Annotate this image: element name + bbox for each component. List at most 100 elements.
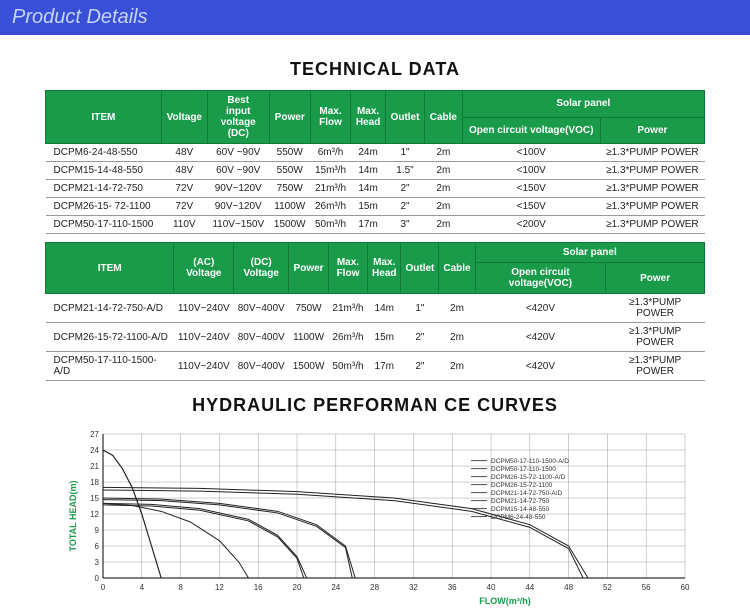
table-cell: ≥1.3*PUMP POWER — [606, 294, 705, 323]
table-cell: 1" — [385, 144, 424, 162]
svg-text:16: 16 — [254, 583, 263, 592]
col-header: Max.Head — [351, 91, 386, 144]
col-header: Outlet — [401, 243, 439, 294]
table-cell: <100V — [462, 144, 600, 162]
table-row: DCPM21-14-72-750-A/D110V~240V80V~400V750… — [46, 294, 705, 323]
table-cell: DCPM50-17-110-1500 — [46, 216, 162, 234]
table-cell: 1100W — [269, 198, 310, 216]
table-cell: 72V — [161, 198, 207, 216]
table-cell: 48V — [161, 144, 207, 162]
svg-text:0: 0 — [95, 574, 100, 583]
table-cell: 2" — [385, 198, 424, 216]
table-cell: <200V — [462, 216, 600, 234]
table-row: DCPM26-15-72-1100-A/D110V~240V80V~400V11… — [46, 323, 705, 352]
table-cell: 60V ~90V — [207, 144, 269, 162]
table-cell: 24m — [351, 144, 386, 162]
table-cell: 80V~400V — [234, 352, 289, 381]
col-header: Power — [289, 243, 329, 294]
svg-text:12: 12 — [215, 583, 224, 592]
svg-text:DCPM21-14-72-750: DCPM21-14-72-750 — [491, 498, 550, 505]
col-header: Open circuit voltage(VOC) — [462, 117, 600, 144]
table-cell: 26m³/h — [310, 198, 351, 216]
col-header: Power — [600, 117, 704, 144]
header-bar: Product Details — [0, 0, 750, 35]
table-cell: 110V~240V — [174, 294, 234, 323]
table-cell: 110V~240V — [174, 323, 234, 352]
svg-text:48: 48 — [564, 583, 573, 592]
svg-text:40: 40 — [487, 583, 496, 592]
col-header: Power — [606, 263, 705, 294]
table-cell: 60V ~90V — [207, 162, 269, 180]
table-cell: <150V — [462, 198, 600, 216]
svg-text:21: 21 — [90, 462, 99, 471]
table-cell: 110V~150V — [207, 216, 269, 234]
col-header: ITEM — [46, 243, 174, 294]
technical-table-1: ITEMVoltageBestinputvoltage(DC)PowerMax.… — [45, 90, 705, 234]
table-row: DCPM50-17-110-1500110V110V~150V1500W50m³… — [46, 216, 705, 234]
svg-text:DCPM6-24-48-550: DCPM6-24-48-550 — [491, 514, 546, 521]
chart-xlabel: FLOW(m³/h) — [45, 596, 705, 606]
table-cell: 2" — [385, 180, 424, 198]
table-cell: DCPM15-14-48-550 — [46, 162, 162, 180]
table-row: DCPM26-15- 72-110072V90V~120V1100W26m³/h… — [46, 198, 705, 216]
svg-text:DCPM15-14-48-550: DCPM15-14-48-550 — [491, 506, 550, 513]
table-cell: 15m³/h — [310, 162, 351, 180]
table-cell: 14m — [351, 162, 386, 180]
table-cell: 750W — [289, 294, 329, 323]
performance-chart: 0369121518212427048121620242832364044485… — [55, 426, 695, 596]
table-cell: 3" — [385, 216, 424, 234]
svg-text:DCPM26-15-72-1100-A/D: DCPM26-15-72-1100-A/D — [491, 474, 566, 481]
col-header-solar: Solar panel — [475, 243, 704, 263]
col-header: Outlet — [385, 91, 424, 144]
table-cell: 90V~120V — [207, 198, 269, 216]
table-cell: 1100W — [289, 323, 329, 352]
svg-text:56: 56 — [642, 583, 651, 592]
table-cell: 15m — [351, 198, 386, 216]
table-cell: 2" — [401, 352, 439, 381]
chart-ylabel: TOTAL HEAD(m) — [68, 481, 78, 552]
svg-text:60: 60 — [681, 583, 690, 592]
svg-text:32: 32 — [409, 583, 418, 592]
table-cell: 2m — [425, 144, 463, 162]
svg-text:3: 3 — [95, 558, 100, 567]
chart-container: TOTAL HEAD(m) 03691215182124270481216202… — [45, 426, 705, 606]
content: TECHNICAL DATA ITEMVoltageBestinputvolta… — [0, 35, 750, 616]
table-cell: 550W — [269, 144, 310, 162]
svg-text:28: 28 — [370, 583, 379, 592]
svg-text:24: 24 — [331, 583, 340, 592]
svg-text:9: 9 — [95, 526, 100, 535]
svg-text:DCPM21-14-72-750-A/D: DCPM21-14-72-750-A/D — [491, 490, 562, 497]
col-header: (AC)Voltage — [174, 243, 234, 294]
table-cell: 80V~400V — [234, 323, 289, 352]
table-cell: ≥1.3*PUMP POWER — [600, 180, 704, 198]
table-cell: 2m — [439, 352, 475, 381]
table-cell: 14m — [368, 294, 401, 323]
col-header: Cable — [439, 243, 475, 294]
technical-table-2: ITEM(AC)Voltage(DC)VoltagePowerMax.FlowM… — [45, 242, 705, 381]
svg-text:20: 20 — [293, 583, 302, 592]
table-cell: 80V~400V — [234, 294, 289, 323]
table-cell: DCPM50-17-110-1500-A/D — [46, 352, 174, 381]
table-cell: ≥1.3*PUMP POWER — [600, 144, 704, 162]
table-cell: 72V — [161, 180, 207, 198]
table-cell: 110V~240V — [174, 352, 234, 381]
svg-text:0: 0 — [101, 583, 106, 592]
technical-title: TECHNICAL DATA — [45, 59, 705, 80]
table-cell: 26m³/h — [328, 323, 367, 352]
table-row: DCPM15-14-48-55048V60V ~90V550W15m³/h14m… — [46, 162, 705, 180]
table-cell: <420V — [475, 294, 606, 323]
table-cell: ≥1.3*PUMP POWER — [606, 323, 705, 352]
table-cell: ≥1.3*PUMP POWER — [606, 352, 705, 381]
table-cell: 110V — [161, 216, 207, 234]
header-title: Product Details — [12, 6, 148, 28]
col-header: ITEM — [46, 91, 162, 144]
svg-text:15: 15 — [90, 494, 99, 503]
svg-text:6: 6 — [95, 542, 100, 551]
table-cell: 750W — [269, 180, 310, 198]
svg-text:18: 18 — [90, 478, 99, 487]
col-header: Cable — [425, 91, 463, 144]
table-cell: <420V — [475, 352, 606, 381]
table-cell: DCPM21-14-72-750 — [46, 180, 162, 198]
table-cell: 17m — [368, 352, 401, 381]
table-cell: DCPM21-14-72-750-A/D — [46, 294, 174, 323]
